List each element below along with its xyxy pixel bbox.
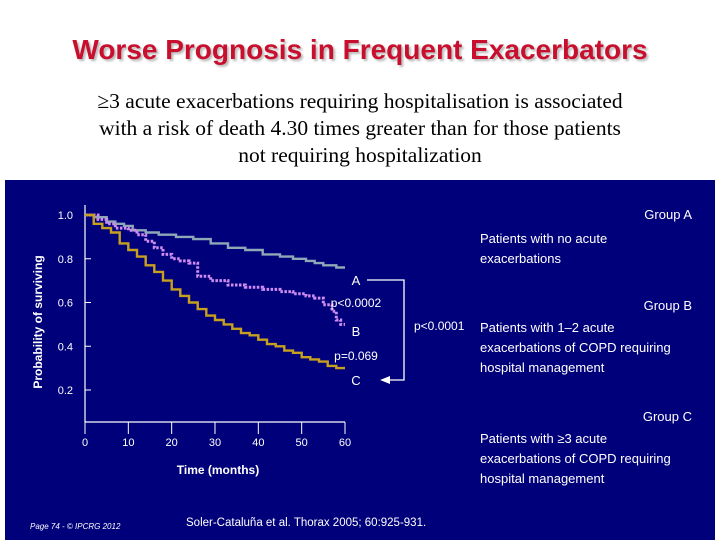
legend-line: Patients with 1–2 acute — [480, 320, 615, 335]
series-label-a: A — [352, 273, 361, 288]
legend-group-c: Group C Patients with ≥3 acute exacerbat… — [480, 407, 712, 489]
legend-line: hospital management — [480, 471, 605, 486]
x-tick-label: 50 — [296, 437, 308, 449]
series-line-c — [85, 213, 345, 370]
p-value-ac: p<0.0001 — [414, 319, 465, 333]
legend-group-b: Group B Patients with 1–2 acute exacerba… — [480, 296, 712, 378]
legend-line: Patients with ≥3 acute — [480, 431, 608, 446]
slide-subtitle: ≥3 acute exacerbations requiring hospita… — [30, 88, 690, 169]
slide-title: Worse Prognosis in Frequent Exacerbators — [72, 34, 648, 65]
bracket-arrow-c — [380, 376, 390, 384]
x-axis-label: Time (months) — [177, 463, 259, 477]
footer-citation: Soler-Cataluña et al. Thorax 2005; 60:92… — [186, 517, 427, 529]
y-tick-label: 0.6 — [58, 298, 73, 310]
x-tick-label: 20 — [166, 437, 178, 449]
y-tick-label: 0.8 — [58, 254, 73, 266]
footer-page: Page 74 - © IPCRG 2012 — [30, 522, 121, 531]
legend-heading-b: Group B — [643, 298, 692, 313]
legend-group-a: Group A Patients with no acute exacerbat… — [480, 205, 712, 269]
y-ticks: 0.2 0.4 0.6 0.8 1.0 — [58, 210, 91, 397]
x-ticks: 0 10 20 30 40 50 60 — [82, 422, 351, 449]
legend-line: Patients with no acute — [480, 231, 608, 246]
subtitle-line-3: not requiring hospitalization — [238, 143, 482, 167]
y-axis-label: Probability of surviving — [31, 255, 45, 388]
series-line-a — [85, 213, 345, 269]
x-tick-label: 60 — [339, 437, 351, 449]
legend-line: exacerbations of COPD requiring — [480, 451, 671, 466]
series-label-c: C — [351, 373, 360, 388]
subtitle-line-2: with a risk of death 4.30 times greater … — [99, 116, 621, 140]
chart-panel — [5, 180, 715, 540]
subtitle-line-1: ≥3 acute exacerbations requiring hospita… — [97, 89, 623, 113]
legend-line: exacerbations — [480, 251, 561, 266]
y-tick-label: 0.2 — [58, 385, 73, 397]
annotations: A B C p<0.0002 p=0.069 p<0.0001 — [331, 273, 465, 388]
bracket-a-c — [367, 279, 405, 381]
series-line-b — [85, 213, 345, 326]
legend-heading-a: Group A — [644, 207, 692, 222]
series-label-b: B — [352, 324, 361, 339]
y-tick-label: 1.0 — [58, 210, 73, 222]
axes — [84, 205, 345, 423]
series-group — [85, 213, 345, 370]
p-value-bc: p=0.069 — [334, 349, 378, 363]
legend-line: exacerbations of COPD requiring — [480, 340, 671, 355]
y-tick-label: 0.4 — [58, 341, 73, 353]
x-tick-label: 0 — [82, 437, 88, 449]
x-tick-label: 10 — [122, 437, 134, 449]
x-tick-label: 40 — [252, 437, 264, 449]
legend-line: hospital management — [480, 360, 605, 375]
legend-heading-c: Group C — [642, 409, 692, 424]
p-value-ab: p<0.0002 — [331, 296, 382, 310]
x-tick-label: 30 — [209, 437, 221, 449]
